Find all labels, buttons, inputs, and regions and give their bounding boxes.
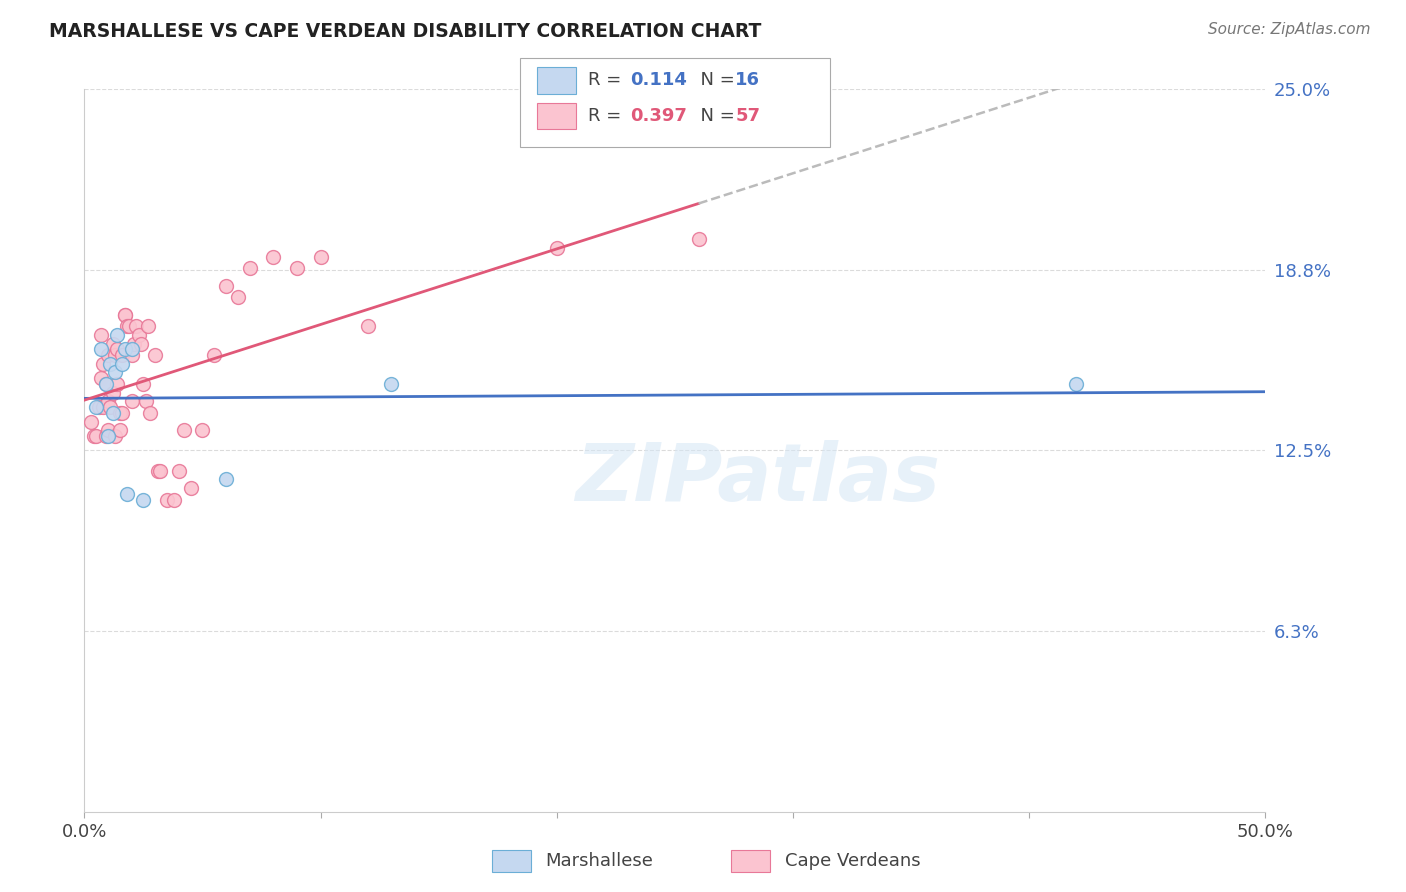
- Point: [101, 385, 124, 400]
- Point: [94, 376, 117, 391]
- Text: R =: R =: [588, 107, 627, 125]
- Point: [118, 319, 141, 334]
- Point: [121, 343, 143, 357]
- Point: [107, 343, 129, 357]
- Point: [90, 371, 112, 385]
- Y-axis label: Disability: Disability: [0, 409, 8, 492]
- Point: [309, 250, 332, 264]
- Point: [101, 406, 124, 420]
- Point: [114, 343, 136, 357]
- Point: [87, 400, 110, 414]
- Text: 0.397: 0.397: [630, 107, 686, 125]
- Point: [202, 348, 225, 362]
- Point: [101, 336, 124, 351]
- Point: [94, 429, 117, 443]
- Point: [380, 376, 402, 391]
- Point: [226, 290, 249, 304]
- Point: [91, 357, 114, 371]
- Point: [163, 492, 186, 507]
- Text: R =: R =: [588, 71, 627, 89]
- Point: [107, 376, 129, 391]
- Point: [91, 400, 114, 414]
- Text: Marshallese: Marshallese: [546, 852, 654, 871]
- Point: [111, 357, 134, 371]
- Point: [191, 423, 214, 437]
- Point: [84, 429, 107, 443]
- Point: [215, 278, 238, 293]
- Point: [149, 464, 172, 478]
- Point: [115, 319, 138, 334]
- Text: 57: 57: [735, 107, 761, 125]
- Point: [285, 261, 308, 276]
- Point: [173, 423, 195, 437]
- Point: [97, 394, 120, 409]
- Point: [108, 423, 131, 437]
- Point: [114, 308, 136, 322]
- Point: [132, 492, 155, 507]
- Point: [135, 394, 157, 409]
- Point: [688, 232, 710, 246]
- Point: [83, 429, 105, 443]
- Point: [546, 241, 568, 255]
- Point: [107, 327, 129, 342]
- Point: [111, 406, 134, 420]
- Point: [90, 327, 112, 342]
- Text: 0.114: 0.114: [630, 71, 686, 89]
- Point: [115, 487, 138, 501]
- Point: [129, 336, 152, 351]
- Point: [80, 415, 103, 429]
- Point: [104, 366, 127, 380]
- Point: [114, 308, 136, 322]
- Text: N =: N =: [689, 71, 741, 89]
- Point: [121, 394, 143, 409]
- Point: [104, 429, 127, 443]
- Point: [357, 319, 380, 334]
- Point: [122, 336, 145, 351]
- Point: [1066, 376, 1088, 391]
- Point: [111, 348, 134, 362]
- Point: [90, 343, 112, 357]
- Point: [98, 357, 121, 371]
- Point: [97, 348, 120, 362]
- Point: [136, 319, 159, 334]
- Point: [146, 464, 169, 478]
- Point: [125, 319, 148, 334]
- Point: [139, 406, 162, 420]
- Point: [98, 400, 121, 414]
- Point: [108, 406, 131, 420]
- Point: [262, 250, 284, 264]
- Point: [167, 464, 190, 478]
- Text: Cape Verdeans: Cape Verdeans: [785, 852, 920, 871]
- Text: N =: N =: [689, 107, 741, 125]
- Point: [156, 492, 179, 507]
- Point: [239, 261, 262, 276]
- Point: [180, 481, 202, 495]
- Point: [84, 400, 107, 414]
- Text: MARSHALLESE VS CAPE VERDEAN DISABILITY CORRELATION CHART: MARSHALLESE VS CAPE VERDEAN DISABILITY C…: [49, 22, 762, 41]
- Point: [121, 348, 143, 362]
- Point: [97, 429, 120, 443]
- Point: [128, 327, 150, 342]
- Text: ZIPatlas: ZIPatlas: [575, 441, 941, 518]
- Point: [215, 472, 238, 486]
- Point: [132, 376, 155, 391]
- Point: [143, 348, 166, 362]
- Text: 16: 16: [735, 71, 761, 89]
- Point: [94, 376, 117, 391]
- Point: [104, 348, 127, 362]
- Point: [97, 423, 120, 437]
- Text: Source: ZipAtlas.com: Source: ZipAtlas.com: [1208, 22, 1371, 37]
